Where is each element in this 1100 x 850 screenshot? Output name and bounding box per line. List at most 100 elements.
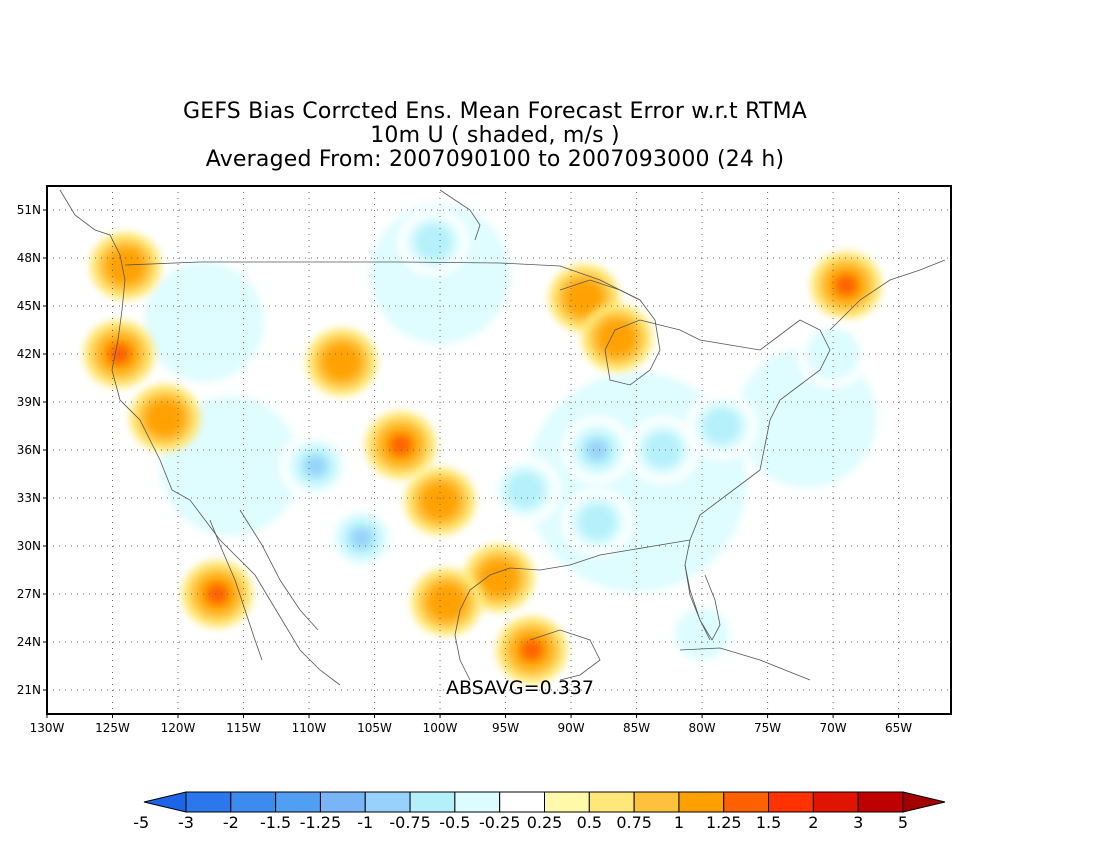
lon-tick-label: 85W (623, 721, 650, 735)
colorbar-segment (319, 791, 366, 813)
field-bg-blob (144, 262, 265, 382)
field-feature (404, 467, 476, 536)
shaded-field (83, 204, 882, 684)
colorbar-segment (275, 791, 321, 813)
colorbar-segment (364, 791, 411, 813)
colorbar-segment (544, 791, 590, 813)
field-contour (480, 560, 518, 596)
lat-tick-label: 48N (17, 251, 41, 265)
colorbar-segment (812, 791, 859, 813)
field-contour (835, 275, 857, 296)
field-contour (146, 400, 184, 436)
lon-tick-label: 90W (557, 721, 584, 735)
colorbar-segment (768, 791, 814, 813)
gulf-of-california-line (239, 509, 319, 631)
colorbar-label: 0.75 (616, 813, 652, 832)
lat-tick-label: 30N (17, 539, 41, 553)
cuba-line (679, 647, 811, 681)
lon-tick-label: 120W (161, 721, 196, 735)
graticule (47, 186, 951, 714)
field-feature (627, 416, 699, 484)
title-line-2: 10m U ( shaded, m/s ) (370, 123, 620, 148)
colorbar-label: 1 (674, 813, 684, 832)
field-contour (414, 224, 453, 260)
colorbar-segment (723, 791, 770, 813)
field-contour (305, 456, 327, 476)
field-feature (581, 304, 653, 372)
gulf-coast-line (454, 539, 691, 681)
colorbar-label: -0.25 (479, 813, 520, 832)
us-canada-border (124, 261, 641, 301)
colorbar-segment (230, 791, 277, 813)
field-contour (674, 608, 730, 660)
field-feature (325, 504, 398, 572)
field-feature (561, 416, 633, 484)
colorbar-segment (409, 791, 456, 813)
field-feature (279, 432, 352, 500)
absavg-label: ABSAVG=0.337 (446, 677, 594, 699)
lon-tick-label: 115W (226, 721, 261, 735)
field-contour (586, 440, 608, 460)
colorbar-label: 5 (898, 813, 908, 832)
colorbar-label: -0.5 (439, 813, 470, 832)
lat-tick-label: 36N (17, 443, 41, 457)
lon-tick-label: 125W (95, 721, 130, 735)
field-contour (350, 528, 372, 548)
colorbar-label: -3 (178, 813, 194, 832)
colorbar-label: -5 (133, 813, 149, 832)
lat-tick-label: 27N (17, 587, 41, 601)
title-line-3: Averaged From: 2007090100 to 2007093000 … (205, 147, 785, 172)
field-feature (365, 411, 437, 480)
hudson-bay-line (439, 189, 481, 241)
field-contour (578, 504, 617, 540)
colorbar-segment (678, 791, 725, 813)
colorbar-label: -0.75 (389, 813, 430, 832)
field-contour (427, 584, 466, 620)
maritime-coast-line (829, 259, 946, 331)
field-contour (206, 584, 228, 604)
lat-tick-label: 33N (17, 491, 41, 505)
colorbar-label: -1.5 (260, 813, 291, 832)
colorbar-segment (588, 791, 635, 813)
baja-line (209, 519, 263, 661)
field-feature (397, 208, 470, 276)
colorbar-segment (499, 791, 545, 813)
field-contour (702, 408, 741, 444)
lat-tick-label: 42N (17, 347, 41, 361)
title-line-1: GEFS Bias Corrcted Ens. Mean Forecast Er… (182, 99, 808, 124)
colorbar-segment (454, 791, 501, 813)
colorbar-segment (857, 791, 904, 813)
yucatan-line (529, 629, 601, 681)
map-title: GEFS Bias Corrcted Ens. Mean Forecast Er… (0, 100, 990, 172)
field-feature (666, 600, 738, 668)
colorbar-label: -2 (223, 813, 239, 832)
lon-tick-label: 100W (423, 721, 458, 735)
florida-line (684, 564, 721, 641)
lon-tick-label: 95W (492, 721, 519, 735)
field-feature (810, 251, 882, 320)
colorbar-segment (633, 791, 680, 813)
colorbar-label: 2 (808, 813, 818, 832)
field-feature (489, 456, 561, 524)
field-contour (598, 320, 636, 356)
field-feature (561, 488, 633, 556)
colorbar-segment (185, 791, 232, 813)
lon-tick-label: 75W (754, 721, 781, 735)
lat-tick-label: 45N (17, 299, 41, 313)
lon-tick-label: 105W (357, 721, 392, 735)
field-contour (421, 483, 459, 520)
field-contour (506, 472, 545, 508)
colorbar-label: 0.25 (527, 813, 563, 832)
field-contour (521, 640, 543, 660)
colorbar-label: 0.5 (577, 813, 602, 832)
lat-tick-label: 39N (17, 395, 41, 409)
field-contour (565, 280, 604, 316)
field-feature (181, 560, 254, 628)
lat-tick-labels: 21N 24N 27N 30N 33N 36N 39N 42N 45N 48N 51N (17, 203, 47, 697)
lon-tick-label: 65W (885, 721, 912, 735)
colorbar: -5 -3 -2 -1.5 -1.25 -1 -0.75 -0.5 -0.25 0.25 0.5 0.… (133, 791, 946, 832)
colorbar-label: 1.25 (706, 813, 742, 832)
lat-tick-label: 24N (17, 635, 41, 649)
lon-tick-labels: 130W 125W 120W 115W 110W 105W 100W 95W 90W 85W 80W… (30, 714, 912, 735)
